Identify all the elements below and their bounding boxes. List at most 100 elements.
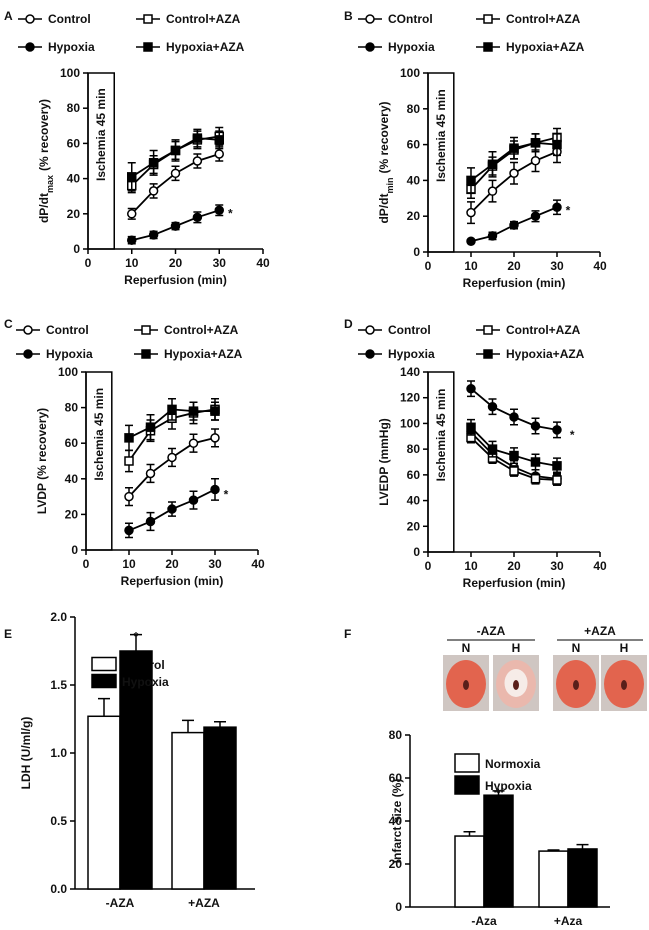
marker xyxy=(210,433,220,443)
marker xyxy=(552,475,562,485)
y-tick-label: 80 xyxy=(407,442,421,456)
bar xyxy=(119,650,153,890)
marker xyxy=(530,155,541,166)
marker xyxy=(509,168,519,178)
x-tick-label: 30 xyxy=(550,559,564,573)
panel-letter: D xyxy=(344,317,353,331)
marker xyxy=(148,186,159,196)
y-axis-label: LDH (U/ml/g) xyxy=(19,717,33,790)
series-line xyxy=(128,436,216,498)
series xyxy=(466,199,562,247)
marker xyxy=(530,211,541,221)
legend-label: Control+AZA xyxy=(506,323,581,337)
series xyxy=(127,128,224,192)
series-line xyxy=(131,153,220,215)
y-tick-label: 0 xyxy=(73,242,80,256)
marker xyxy=(509,220,519,230)
marker xyxy=(127,172,137,182)
y-tick-label: 80 xyxy=(67,101,81,115)
x-tick-label: 0 xyxy=(425,559,432,573)
marker xyxy=(487,444,498,454)
y-tick-label: 40 xyxy=(389,814,403,828)
x-tick-label: 40 xyxy=(256,256,270,270)
marker xyxy=(210,484,220,495)
legend-label: Hypoxia xyxy=(485,779,532,793)
panel-letter: B xyxy=(344,9,353,23)
marker xyxy=(365,349,375,359)
legend-label: Control+AZA xyxy=(166,12,241,26)
y-label-sub: min xyxy=(385,178,395,194)
bar xyxy=(538,850,569,908)
y-tick-label: 0 xyxy=(413,245,420,259)
error-bar xyxy=(130,633,142,651)
marker xyxy=(530,457,541,467)
x-tick-label: 30 xyxy=(213,256,227,270)
marker xyxy=(466,207,476,218)
x-axis-label: Reperfusion (min) xyxy=(463,576,566,590)
legend-swatch xyxy=(91,656,117,672)
marker xyxy=(466,383,476,394)
y-tick-label: 0.5 xyxy=(50,814,67,828)
legend-label: Normoxia xyxy=(485,757,541,771)
marker xyxy=(509,466,519,476)
x-axis-label: Reperfusion (min) xyxy=(463,276,566,290)
marker xyxy=(192,133,203,143)
marker xyxy=(487,159,498,170)
x-axis-label: Reperfusion (min) xyxy=(121,574,224,588)
marker xyxy=(23,325,33,335)
annotation: * xyxy=(224,487,229,501)
marker xyxy=(124,433,134,443)
series xyxy=(466,431,562,486)
marker xyxy=(188,406,199,416)
marker xyxy=(365,325,375,335)
x-tick-label: 40 xyxy=(593,559,607,573)
legend-label: Hypoxia+AZA xyxy=(164,347,243,361)
y-label-main: dP/dt xyxy=(37,193,51,223)
marker xyxy=(509,450,519,461)
marker xyxy=(530,473,541,484)
y-tick-label: 60 xyxy=(65,436,79,450)
legend-swatch xyxy=(454,775,480,795)
marker xyxy=(127,209,137,219)
y-axis-label: dP/dtmax (% recovery) xyxy=(37,99,55,223)
legend-label: Control+AZA xyxy=(164,323,239,337)
image-group-label: +AZA xyxy=(584,624,616,638)
bar xyxy=(203,726,237,890)
ischemia-label: Ischemia 45 min xyxy=(94,88,108,181)
ischemia-label: Ischemia 45 min xyxy=(92,388,106,481)
legend-swatch xyxy=(91,673,117,689)
marker xyxy=(170,145,181,156)
legend-label: Hypoxia+AZA xyxy=(506,40,585,54)
ventricle xyxy=(621,680,627,690)
y-tick-label: 60 xyxy=(407,468,421,482)
annotation: * xyxy=(228,207,233,221)
y-tick-label: 80 xyxy=(65,401,79,415)
marker xyxy=(143,14,153,24)
ischemia-label: Ischemia 45 min xyxy=(434,389,448,482)
x-tick-label: 0 xyxy=(425,259,432,273)
y-tick-label: 0 xyxy=(395,900,402,914)
marker xyxy=(487,231,498,241)
y-tick-label: 40 xyxy=(407,173,421,187)
marker xyxy=(145,422,156,432)
x-tick-label: 10 xyxy=(464,559,478,573)
series xyxy=(127,146,224,220)
annotation: * xyxy=(134,630,139,644)
marker xyxy=(466,175,476,186)
marker xyxy=(145,468,156,479)
y-tick-label: 2.0 xyxy=(50,610,67,624)
marker xyxy=(365,14,375,24)
x-tick-label: 10 xyxy=(122,557,136,571)
marker xyxy=(170,168,181,179)
marker xyxy=(483,14,493,24)
marker xyxy=(192,212,203,223)
marker xyxy=(124,456,134,466)
marker xyxy=(509,412,519,422)
legend-label: Hypoxia xyxy=(388,40,435,54)
marker xyxy=(145,516,156,527)
y-tick-label: 20 xyxy=(407,519,421,533)
marker xyxy=(530,421,541,431)
y-axis-label: dP/dtmin (% recovery) xyxy=(377,101,395,223)
annotation: * xyxy=(496,786,501,800)
